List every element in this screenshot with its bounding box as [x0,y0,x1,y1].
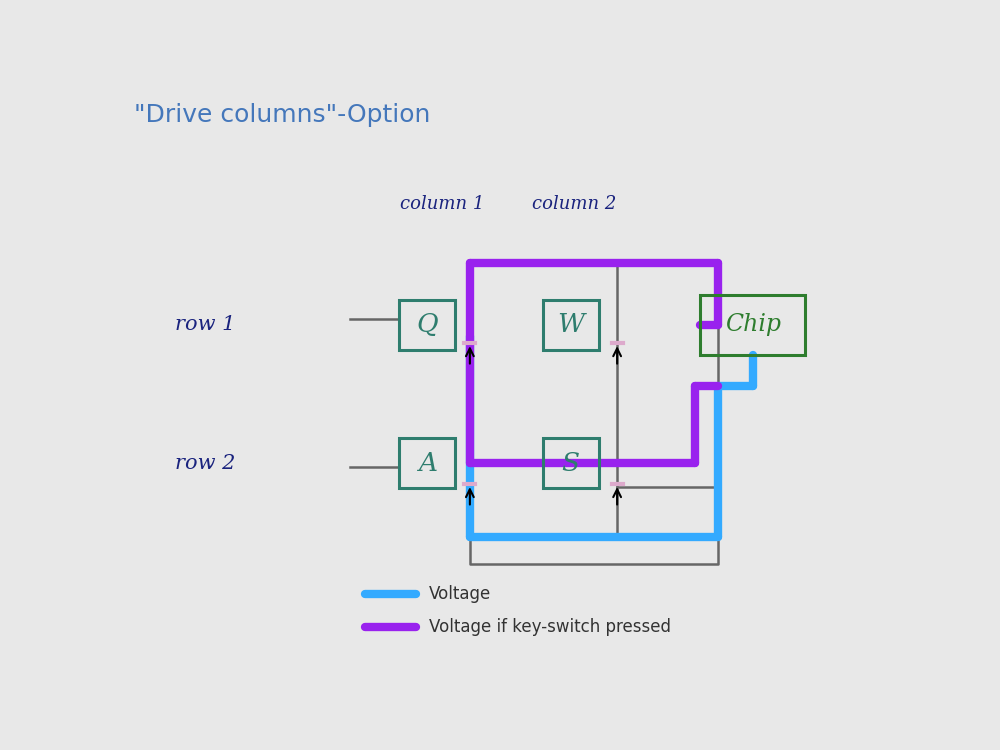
Text: Chip: Chip [725,314,781,336]
Text: W: W [557,312,584,338]
Text: Voltage: Voltage [429,585,491,603]
Text: "Drive columns"-Option: "Drive columns"-Option [134,104,431,128]
Text: Voltage if key-switch pressed: Voltage if key-switch pressed [429,619,671,637]
Bar [700,295,805,355]
Bar [543,439,599,488]
Text: row 1: row 1 [175,315,236,334]
Text: row 2: row 2 [175,454,236,473]
Text: A: A [418,451,437,476]
Bar [543,300,599,350]
Bar [399,439,455,488]
Bar [399,300,455,350]
Text: column 1: column 1 [400,195,484,213]
Text: Q: Q [416,312,438,338]
Text: column 2: column 2 [532,195,616,213]
Text: S: S [562,451,580,476]
